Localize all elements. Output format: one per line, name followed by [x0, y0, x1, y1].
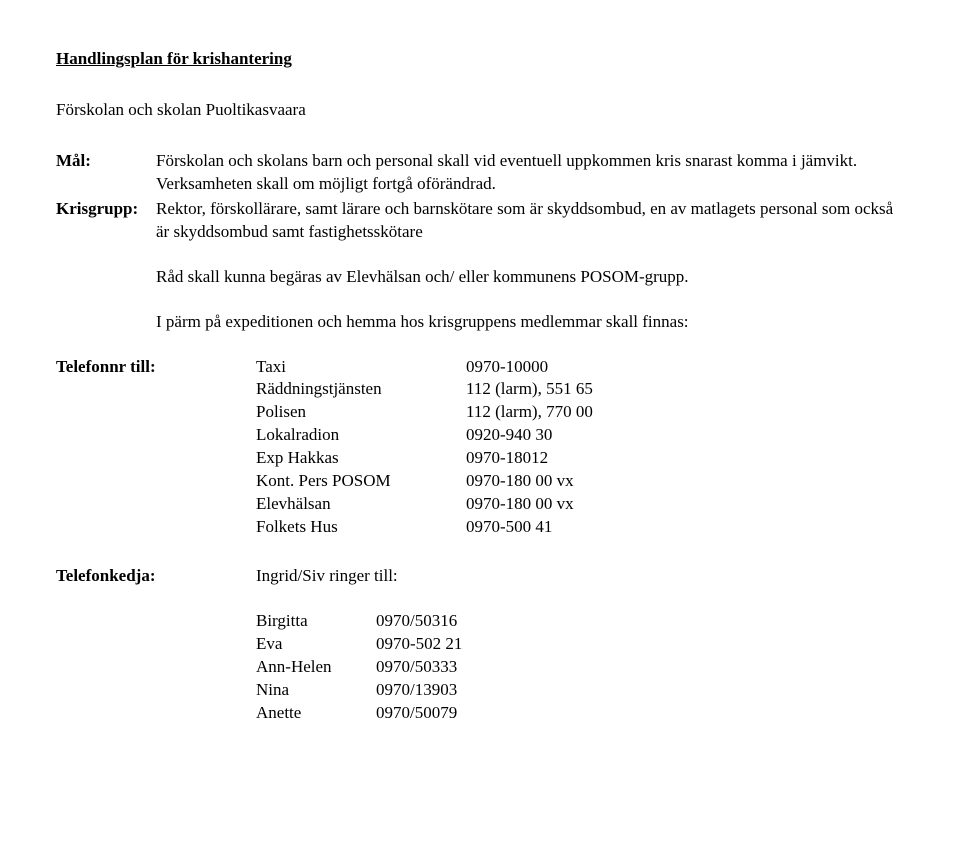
binder-text: I pärm på expeditionen och hemma hos kri… [156, 311, 904, 334]
chain-row: Ann-Helen 0970/50333 [256, 656, 904, 679]
phone-number: 0970-18012 [466, 447, 904, 470]
goal-label: Mål: [56, 150, 156, 173]
phone-name: Kont. Pers POSOM [256, 470, 466, 493]
chain-row: Anette 0970/50079 [256, 702, 904, 725]
phone-name: Elevhälsan [256, 493, 466, 516]
chain-intro: Ingrid/Siv ringer till: [256, 565, 904, 588]
phone-number: 112 (larm), 551 65 [466, 378, 904, 401]
subtitle: Förskolan och skolan Puoltikasvaara [56, 99, 904, 122]
chain-name: Birgitta [256, 610, 376, 633]
goal-row: Mål: Förskolan och skolans barn och pers… [56, 150, 904, 196]
phone-row: Exp Hakkas 0970-18012 [256, 447, 904, 470]
advice-text: Råd skall kunna begäras av Elevhälsan oc… [156, 266, 904, 289]
chain-row: Birgitta 0970/50316 [256, 610, 904, 633]
phone-row: Räddningstjänsten 112 (larm), 551 65 [256, 378, 904, 401]
chain-number: 0970/50316 [376, 610, 904, 633]
page-title: Handlingsplan för krishantering [56, 48, 904, 71]
group-row: Krisgrupp: Rektor, förskollärare, samt l… [56, 198, 904, 244]
phone-name: Polisen [256, 401, 466, 424]
phone-row: Kont. Pers POSOM 0970-180 00 vx [256, 470, 904, 493]
chain-table: Birgitta 0970/50316 Eva 0970-502 21 Ann-… [256, 610, 904, 725]
phone-number: 0970-500 41 [466, 516, 904, 539]
phone-row: Lokalradion 0920-940 30 [256, 424, 904, 447]
phone-row: Polisen 112 (larm), 770 00 [256, 401, 904, 424]
group-label: Krisgrupp: [56, 198, 156, 221]
phone-name: Taxi [256, 356, 466, 379]
chain-name: Anette [256, 702, 376, 725]
chain-section-label: Telefonkedja: [56, 565, 256, 588]
phone-name: Räddningstjänsten [256, 378, 466, 401]
phone-row: Elevhälsan 0970-180 00 vx [256, 493, 904, 516]
phone-row: Taxi 0970-10000 [256, 356, 904, 379]
group-text: Rektor, förskollärare, samt lärare och b… [156, 198, 904, 244]
phone-section-label: Telefonnr till: [56, 356, 256, 540]
chain-name: Ann-Helen [256, 656, 376, 679]
chain-row: Eva 0970-502 21 [256, 633, 904, 656]
phone-name: Lokalradion [256, 424, 466, 447]
phone-table: Taxi 0970-10000 Räddningstjänsten 112 (l… [256, 356, 904, 540]
chain-number: 0970-502 21 [376, 633, 904, 656]
phone-section: Telefonnr till: Taxi 0970-10000 Räddning… [56, 356, 904, 540]
goal-text: Förskolan och skolans barn och personal … [156, 150, 904, 196]
phone-number: 0970-180 00 vx [466, 493, 904, 516]
phone-name: Folkets Hus [256, 516, 466, 539]
chain-number: 0970/50079 [376, 702, 904, 725]
phone-number: 0920-940 30 [466, 424, 904, 447]
chain-name: Eva [256, 633, 376, 656]
phone-name: Exp Hakkas [256, 447, 466, 470]
phone-number: 0970-180 00 vx [466, 470, 904, 493]
chain-row: Nina 0970/13903 [256, 679, 904, 702]
chain-number: 0970/50333 [376, 656, 904, 679]
phone-row: Folkets Hus 0970-500 41 [256, 516, 904, 539]
chain-name: Nina [256, 679, 376, 702]
chain-section: Telefonkedja: Ingrid/Siv ringer till: [56, 565, 904, 588]
chain-number: 0970/13903 [376, 679, 904, 702]
phone-number: 0970-10000 [466, 356, 904, 379]
phone-number: 112 (larm), 770 00 [466, 401, 904, 424]
